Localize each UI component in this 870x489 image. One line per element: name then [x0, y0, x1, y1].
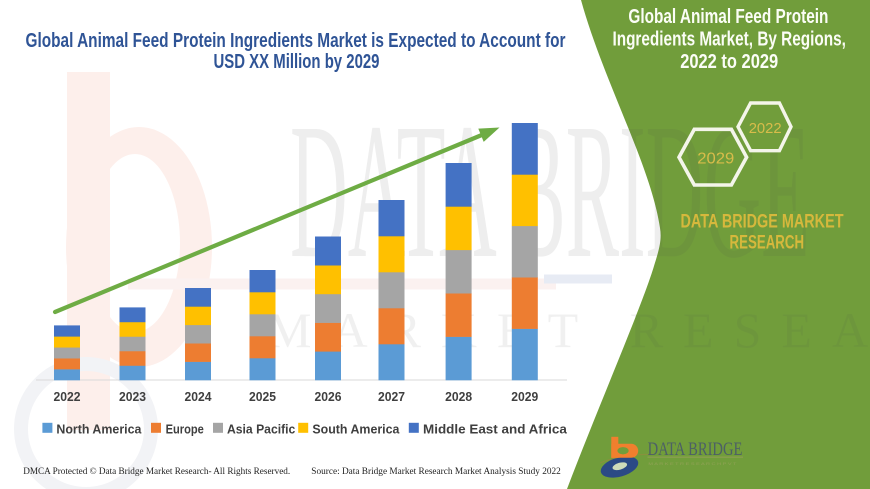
svg-text:North America: North America [56, 422, 142, 437]
svg-text:Ingredients Market, By Regions: Ingredients Market, By Regions, [612, 28, 846, 50]
svg-text:DATA BRIDGE: DATA BRIDGE [290, 83, 810, 298]
svg-text:USD XX Million by 2029: USD XX Million by 2029 [214, 51, 380, 73]
svg-text:DMCA Protected © Data Bridge M: DMCA Protected © Data Bridge Market Rese… [23, 466, 290, 477]
svg-text:RESEARCH: RESEARCH [730, 233, 805, 254]
svg-text:Global Animal Feed Protein Ing: Global Animal Feed Protein Ingredients M… [26, 30, 566, 52]
svg-text:2029: 2029 [511, 389, 538, 404]
svg-text:2026: 2026 [315, 389, 342, 404]
svg-text:2022: 2022 [749, 120, 782, 137]
svg-text:2027: 2027 [378, 389, 405, 404]
svg-text:2023: 2023 [119, 389, 146, 404]
svg-text:Source: Data Bridge Market Res: Source: Data Bridge Market Research Mark… [311, 467, 561, 477]
svg-text:Middle East and Africa: Middle East and Africa [423, 422, 568, 437]
svg-text:2025: 2025 [249, 389, 276, 404]
svg-text:Global Animal Feed Protein: Global Animal Feed Protein [628, 6, 828, 28]
svg-text:South America: South America [312, 422, 400, 437]
svg-text:M A R K E T R E S E A R C H: M A R K E T R E S E A R C H P V T [648, 461, 737, 466]
svg-text:MARKET RESEARCH: MARKET RESEARCH [267, 302, 870, 358]
svg-text:Europe: Europe [166, 422, 204, 437]
svg-text:DATA BRIDGE: DATA BRIDGE [648, 440, 743, 460]
svg-text:2022 to 2029: 2022 to 2029 [680, 51, 778, 73]
svg-text:DATA BRIDGE MARKET: DATA BRIDGE MARKET [681, 211, 844, 232]
svg-text:2022: 2022 [54, 389, 81, 404]
svg-text:2028: 2028 [445, 389, 472, 404]
svg-text:2024: 2024 [185, 389, 213, 404]
svg-text:2029: 2029 [697, 151, 734, 168]
svg-text:Asia Pacific: Asia Pacific [227, 422, 295, 437]
